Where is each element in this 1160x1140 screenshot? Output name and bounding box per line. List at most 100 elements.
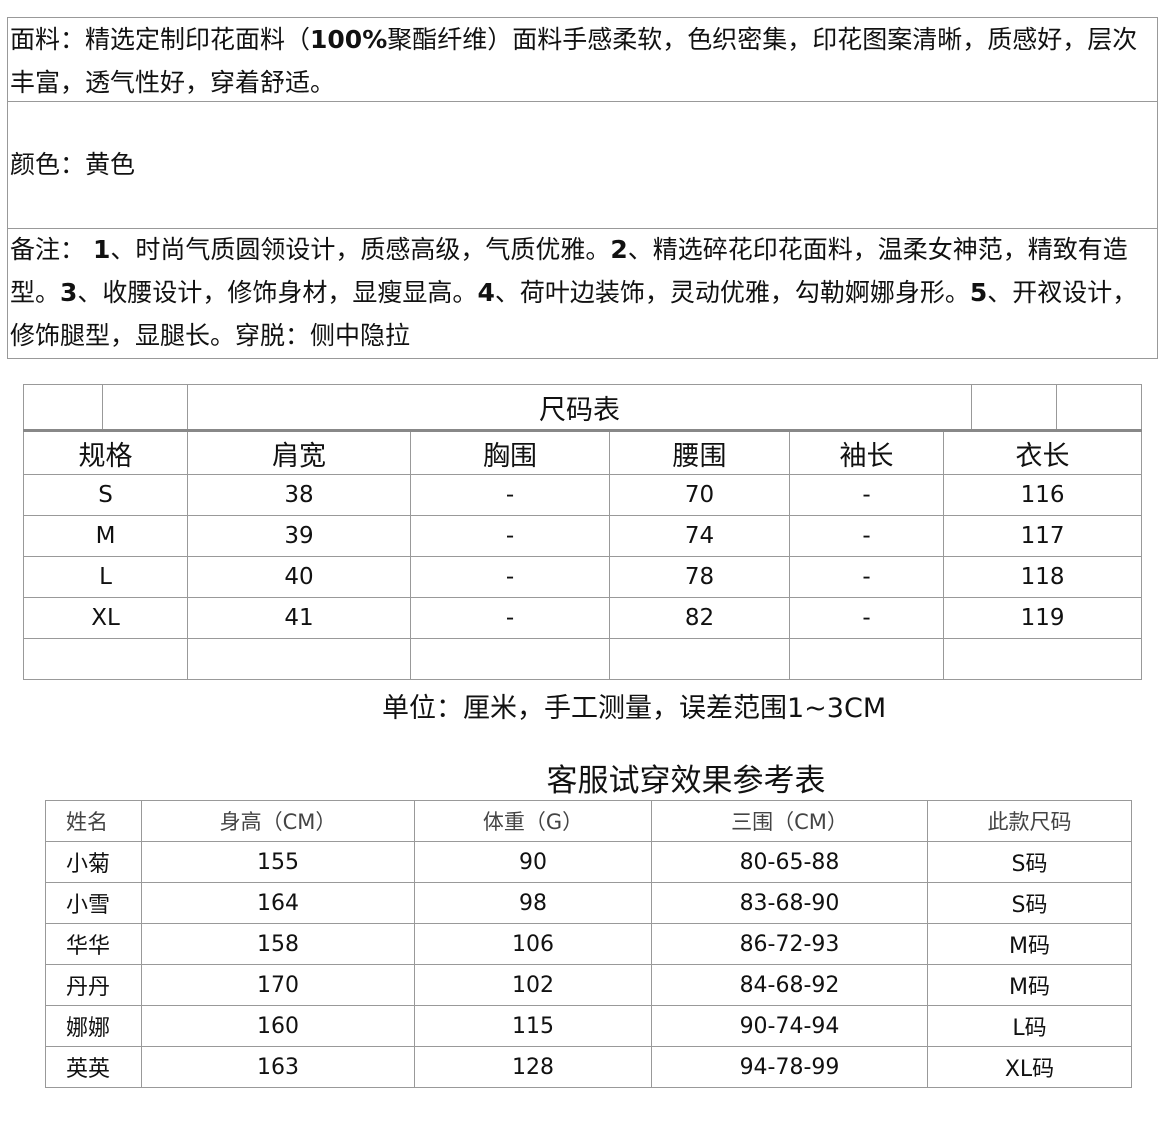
table-cell: 此款尺码 xyxy=(927,800,1132,842)
table-cell: 116 xyxy=(942,474,1143,516)
table-cell: XL码 xyxy=(927,1046,1132,1088)
table-cell: - xyxy=(410,556,610,598)
table-cell: 94-78-99 xyxy=(651,1046,928,1088)
table-cell: 40 xyxy=(187,556,411,598)
table-cell: 娜娜 xyxy=(45,1005,142,1047)
table-row: 英英 163 128 94-78-99 XL码 xyxy=(45,1046,1132,1088)
table-row: 华华 158 106 86-72-93 M码 xyxy=(45,923,1132,965)
note-text: 、荷叶边装饰，灵动优雅，勾勒婀娜身形。 xyxy=(494,278,970,307)
color-text: 颜色：黄色 xyxy=(10,150,136,179)
table-cell: M码 xyxy=(927,964,1132,1006)
fit-table: 姓名 身高（CM） 体重（G） 三围（CM） 此款尺码 小菊 155 90 80-65-88 S码… xyxy=(45,800,1132,1088)
table-row: L 40-78-118 xyxy=(23,556,1143,598)
table-cell: 160 xyxy=(141,1005,415,1047)
blank-cell xyxy=(1056,384,1143,432)
table-cell: 体重（G） xyxy=(414,800,652,842)
empty-row xyxy=(23,638,1143,680)
table-cell: 78 xyxy=(609,556,790,598)
table-cell: 98 xyxy=(414,882,652,924)
note-number: 1 xyxy=(92,235,111,264)
table-cell: 华华 xyxy=(45,923,142,965)
table-row: 小菊 155 90 80-65-88 S码 xyxy=(45,841,1132,883)
note-text: 、收腰设计，修饰身材，显瘦显高。 xyxy=(77,278,478,307)
table-cell: 身高（CM） xyxy=(141,800,415,842)
table-cell xyxy=(609,638,790,680)
fabric-text: 面料：精选定制印花面料（ xyxy=(10,25,311,54)
table-cell: 70 xyxy=(609,474,790,516)
table-cell: 袖长 xyxy=(789,430,944,475)
table-cell: 119 xyxy=(942,597,1143,639)
table-cell: 84-68-92 xyxy=(651,964,928,1006)
table-cell: 90-74-94 xyxy=(651,1005,928,1047)
note-number: 2 xyxy=(610,235,628,264)
fit-header-row: 姓名 身高（CM） 体重（G） 三围（CM） 此款尺码 xyxy=(45,800,1132,842)
note-number: 4 xyxy=(477,278,495,307)
table-cell: - xyxy=(789,474,944,516)
table-cell: - xyxy=(410,597,610,639)
table-cell: 胸围 xyxy=(410,430,610,475)
table-cell: S xyxy=(23,474,188,516)
table-cell xyxy=(187,638,411,680)
table-cell xyxy=(410,638,610,680)
table-cell: M xyxy=(23,515,188,557)
size-table-title: 尺码表 xyxy=(186,384,973,432)
notes-description: 备注： 1、时尚气质圆领设计，质感高级，气质优雅。2、精选碎花印花面料，温柔女神… xyxy=(7,228,1158,359)
table-row: 小雪 164 98 83-68-90 S码 xyxy=(45,882,1132,924)
table-cell: 164 xyxy=(141,882,415,924)
note-text: 、精选碎花印花面料，温柔女神范，精致有造型。 xyxy=(10,235,1128,307)
table-cell: - xyxy=(789,515,944,557)
table-cell: L xyxy=(23,556,188,598)
unit-note: 单位：厘米，手工测量，误差范围1~3CM xyxy=(382,693,887,724)
table-row: 丹丹 170 102 84-68-92 M码 xyxy=(45,964,1132,1006)
table-cell: 小菊 xyxy=(45,841,142,883)
table-cell: 117 xyxy=(942,515,1143,557)
fabric-text-rest: 聚酯纤维）面料手感柔软，色织密集，印花图案清晰，质感好，层次丰富，透气性好，穿着… xyxy=(10,25,1138,97)
note-number: 5 xyxy=(969,278,988,307)
table-cell: 衣长 xyxy=(942,430,1143,475)
table-cell: - xyxy=(410,515,610,557)
table-cell: 肩宽 xyxy=(187,430,411,475)
table-cell: 41 xyxy=(187,597,411,639)
table-cell: 姓名 xyxy=(45,800,142,842)
table-cell xyxy=(23,638,188,680)
table-cell: 170 xyxy=(141,964,415,1006)
fit-table-title: 客服试穿效果参考表 xyxy=(546,763,826,799)
table-cell: 155 xyxy=(141,841,415,883)
table-cell: 82 xyxy=(609,597,790,639)
size-header-row: 规格 肩宽 胸围 腰围 袖长 衣长 xyxy=(23,430,1143,475)
blank-cell xyxy=(23,384,103,432)
table-cell xyxy=(942,638,1143,680)
table-cell: - xyxy=(789,556,944,598)
table-row: XL 41-82-119 xyxy=(23,597,1143,639)
table-cell: 115 xyxy=(414,1005,652,1047)
table-cell: 86-72-93 xyxy=(651,923,928,965)
table-row: 娜娜 160 115 90-74-94 L码 xyxy=(45,1005,1132,1047)
table-cell: L码 xyxy=(927,1005,1132,1047)
table-cell: M码 xyxy=(927,923,1132,965)
fabric-description: 面料：精选定制印花面料（100%聚酯纤维）面料手感柔软，色织密集，印花图案清晰，… xyxy=(7,17,1158,102)
table-cell: 83-68-90 xyxy=(651,882,928,924)
table-cell xyxy=(789,638,944,680)
table-cell: - xyxy=(410,474,610,516)
table-cell: 三围（CM） xyxy=(651,800,928,842)
table-cell: - xyxy=(789,597,944,639)
note-text: 备注： xyxy=(10,235,93,264)
table-cell: 106 xyxy=(414,923,652,965)
table-cell: 80-65-88 xyxy=(651,841,928,883)
table-cell: 128 xyxy=(414,1046,652,1088)
table-cell: 39 xyxy=(187,515,411,557)
table-cell: 102 xyxy=(414,964,652,1006)
table-cell: 小雪 xyxy=(45,882,142,924)
table-cell: XL xyxy=(23,597,188,639)
table-cell: S码 xyxy=(927,882,1132,924)
table-row: S 38-70-116 xyxy=(23,474,1143,516)
table-cell: 丹丹 xyxy=(45,964,142,1006)
blank-cell xyxy=(971,384,1058,432)
color-description: 颜色：黄色 xyxy=(7,101,1158,229)
table-cell: 38 xyxy=(187,474,411,516)
fabric-percent: 100% xyxy=(310,25,388,54)
table-cell: 158 xyxy=(141,923,415,965)
table-cell: 118 xyxy=(942,556,1143,598)
table-cell: 74 xyxy=(609,515,790,557)
table-cell: 163 xyxy=(141,1046,415,1088)
